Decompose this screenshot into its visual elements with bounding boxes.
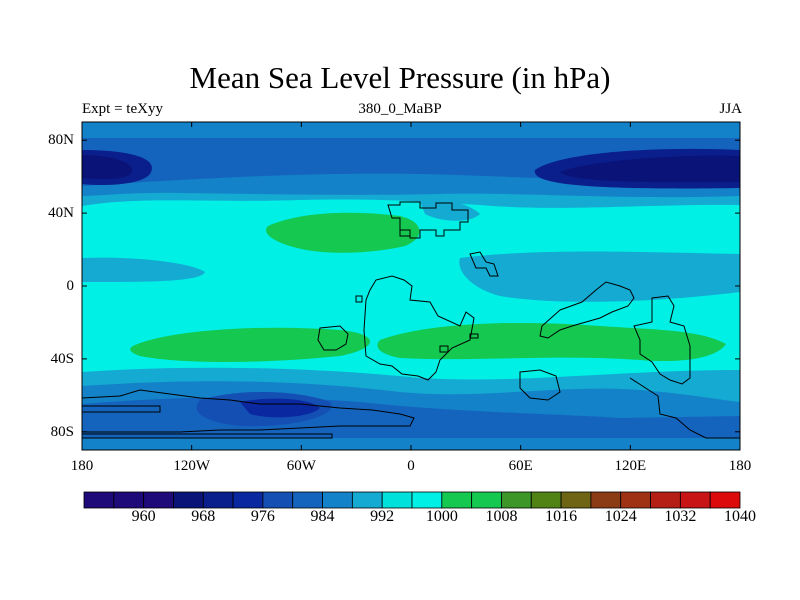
contour-south-high-east (377, 322, 726, 362)
colorbar-swatch (411, 491, 443, 509)
y-tick-label: 80N (48, 132, 74, 149)
contour-north-high (266, 212, 420, 253)
colorbar-swatch (679, 491, 711, 509)
africa-outline (363, 275, 475, 381)
south-america-outline (317, 325, 349, 351)
island-outline (469, 333, 479, 339)
colorbar-swatch (262, 491, 294, 509)
colorbar (83, 491, 741, 509)
colorbar-swatch (590, 491, 622, 509)
colorbar-swatch (650, 491, 681, 509)
contour-tropic-east (459, 251, 740, 302)
period-label: 380_0_MaBP (358, 101, 442, 117)
colorbar-label: 976 (250, 508, 275, 525)
iberia-outline (399, 229, 411, 237)
colorbar-swatch (173, 491, 204, 509)
colorbar-swatch (620, 491, 651, 509)
east-antarctic-outline (629, 377, 740, 439)
y-tick-label: 40S (50, 350, 74, 367)
colorbar-swatch (232, 491, 264, 509)
antarctica-outline (82, 389, 415, 433)
contour-north-pacific-core (82, 155, 133, 180)
colorbar-label: 984 (310, 508, 335, 525)
x-tick-label: 60E (508, 458, 533, 474)
colorbar-swatch (202, 491, 234, 509)
contour-north-asia-core (560, 155, 740, 183)
colorbar-swatch (351, 491, 383, 509)
colorbar-label: 1024 (604, 508, 637, 525)
y-tick-label: 0 (66, 278, 75, 294)
colorbar-swatch (709, 491, 741, 509)
coastlines (82, 201, 740, 439)
y-tick-label: 40N (48, 205, 74, 222)
contour-tropic-west (82, 257, 205, 282)
colorbar-swatch (530, 491, 562, 509)
pressure-contours (82, 122, 740, 450)
island-small-outline (355, 295, 363, 303)
madagascar-outline (439, 345, 449, 353)
chart-title: Mean Sea Level Pressure (in hPa) (189, 60, 611, 95)
colorbar-swatch (113, 491, 145, 509)
x-tick-label: 60W (286, 458, 316, 474)
india-outline (519, 369, 561, 401)
x-tick-label: 120W (173, 458, 210, 474)
x-tick-label: 180 (70, 458, 94, 474)
colorbar-swatch (471, 491, 502, 509)
colorbar-label: 960 (131, 508, 156, 525)
contour-south-high-west (130, 327, 370, 362)
asia-outline (539, 281, 635, 339)
colorbar-label: 968 (191, 508, 216, 525)
x-tick-label: 180 (728, 458, 752, 474)
antarctic-shelf-outline (82, 405, 161, 413)
colorbar-label: 1032 (664, 508, 697, 525)
colorbar-swatch (143, 491, 174, 509)
colorbar-label: 1040 (724, 508, 756, 525)
colorbar-swatch (441, 491, 473, 509)
colorbar-label: 1008 (485, 508, 518, 525)
x-tick-label: 0 (407, 458, 415, 474)
contour-antarctic (82, 438, 740, 450)
arabia-outline (469, 251, 499, 277)
colorbar-label: 1016 (545, 508, 578, 525)
colorbar-swatch (322, 491, 353, 509)
contour-med (420, 199, 480, 221)
experiment-label: Expt = teXyy (82, 101, 163, 117)
colorbar-swatch (381, 491, 413, 509)
colorbar-label: 992 (370, 508, 395, 525)
colorbar-swatch (83, 491, 115, 509)
antarctic-margin-outline (82, 433, 333, 439)
colorbar-swatch (501, 491, 532, 509)
colorbar-swatch (292, 491, 323, 509)
axis-ticks (81, 122, 741, 450)
season-label: JJA (719, 101, 742, 117)
colorbar-label: 1000 (425, 508, 458, 525)
colorbar-swatch (560, 491, 592, 509)
contour-southern-ocean-core (240, 398, 320, 418)
x-tick-label: 120E (614, 458, 647, 474)
y-tick-label: 80S (50, 423, 74, 440)
australia-outline (633, 295, 691, 385)
